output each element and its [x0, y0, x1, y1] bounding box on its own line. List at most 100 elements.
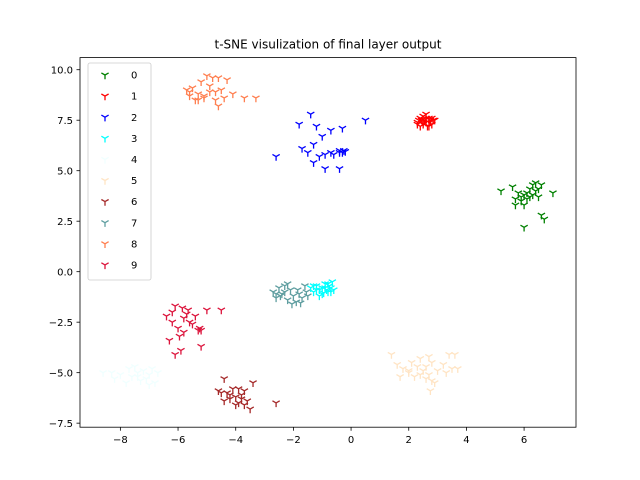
data-point [283, 297, 292, 305]
plot-area-frame [79, 57, 577, 428]
data-point [139, 367, 148, 375]
legend-marker [101, 114, 109, 122]
data-point [548, 190, 557, 198]
legend-marker [101, 220, 109, 227]
data-point [326, 289, 335, 297]
data-point [427, 359, 436, 367]
data-point [240, 95, 249, 103]
legend-label: 5 [131, 176, 137, 187]
data-point [296, 300, 305, 308]
data-point [361, 117, 370, 125]
data-point [217, 307, 226, 315]
data-point [396, 374, 405, 381]
legend-entry-5: 5 [101, 176, 137, 187]
data-point [280, 289, 289, 297]
data-point [326, 127, 335, 135]
data-point [191, 313, 200, 321]
series-3 [306, 279, 338, 301]
data-point [171, 303, 180, 311]
legend-marker [101, 93, 109, 101]
y-tick-label: −2.5 [49, 318, 73, 329]
data-point [211, 97, 220, 105]
data-point [537, 182, 546, 190]
data-point [202, 307, 211, 315]
data-point [424, 353, 433, 361]
data-point [184, 307, 193, 315]
data-point [205, 89, 214, 97]
data-point [324, 281, 332, 289]
data-point [303, 149, 312, 157]
data-point [110, 376, 119, 383]
data-point [407, 359, 416, 367]
data-point [520, 224, 529, 232]
legend-label: 7 [131, 218, 137, 229]
data-point [293, 287, 302, 295]
legend-label: 4 [131, 155, 137, 166]
x-axis: −8 −6 −4 −2 0 2 4 6 [113, 427, 527, 446]
data-point [309, 283, 318, 291]
data-point [237, 396, 246, 404]
legend-entry-2: 2 [101, 113, 137, 124]
legend-frame [87, 62, 152, 281]
legend-marker [101, 177, 109, 185]
x-tick-label: 0 [348, 435, 354, 446]
data-point [508, 184, 517, 192]
legend-label: 2 [131, 113, 137, 124]
data-point [231, 402, 240, 410]
data-point [387, 351, 396, 359]
data-point [413, 363, 422, 371]
data-point [122, 380, 131, 387]
data-point [335, 166, 344, 173]
data-point [223, 77, 232, 85]
data-point [416, 355, 425, 363]
data-point [517, 194, 526, 202]
data-point [450, 351, 459, 359]
data-point [174, 325, 183, 333]
data-point [145, 372, 154, 379]
y-axis: −7.5 −5.0 −2.5 0.0 2.5 5.0 7.5 10.0 [49, 65, 80, 430]
data-point [424, 123, 433, 131]
x-tick-label: −8 [113, 435, 128, 446]
data-point [497, 188, 505, 196]
legend-marker [101, 156, 109, 164]
data-point [151, 380, 159, 387]
data-point [303, 293, 312, 301]
data-point [178, 305, 187, 313]
data-point [272, 153, 281, 161]
x-tick-label: −6 [171, 435, 186, 446]
data-point [393, 361, 402, 369]
data-point [335, 149, 344, 157]
data-point [309, 141, 318, 149]
x-tick-label: −4 [228, 435, 243, 446]
y-tick-label: −7.5 [49, 419, 73, 430]
data-point [249, 380, 257, 387]
data-point [289, 293, 298, 301]
data-point [453, 365, 462, 373]
data-point [321, 151, 330, 159]
data-point [202, 73, 211, 80]
data-point [168, 309, 177, 317]
y-tick-label: 5.0 [57, 166, 73, 177]
data-point [197, 79, 206, 87]
data-point [185, 319, 194, 327]
series-2 [272, 111, 370, 173]
data-point [185, 89, 194, 97]
data-point [404, 370, 413, 377]
x-tick-label: 6 [521, 435, 527, 446]
data-point [162, 313, 171, 321]
data-point [315, 153, 324, 161]
legend-label: 9 [131, 261, 137, 272]
series-0 [497, 180, 557, 232]
series-5 [387, 351, 462, 396]
data-point [220, 376, 229, 383]
data-point [272, 291, 281, 299]
data-point [511, 196, 520, 204]
legend-entry-4: 4 [101, 155, 137, 166]
data-point [179, 329, 188, 337]
legend-entry-3: 3 [101, 134, 137, 145]
data-point [287, 301, 296, 309]
legend-label: 1 [131, 92, 137, 103]
data-point [442, 370, 451, 377]
data-point [125, 365, 133, 373]
data-point [433, 367, 442, 375]
